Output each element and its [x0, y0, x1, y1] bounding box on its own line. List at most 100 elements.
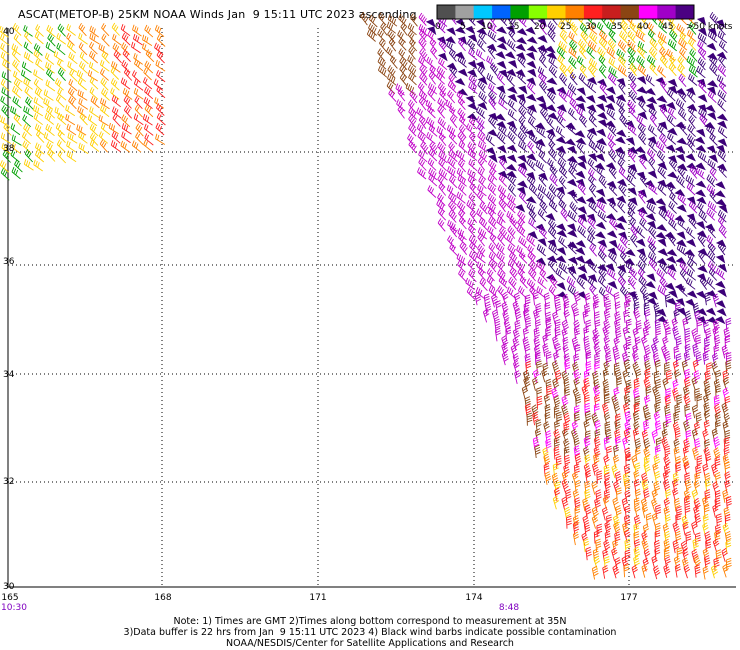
wind-barb	[654, 420, 662, 434]
wind-barb	[577, 155, 587, 164]
wind-barb	[608, 239, 618, 249]
wind-barb	[131, 70, 141, 83]
wind-barb	[90, 95, 100, 109]
wind-barb	[723, 327, 731, 341]
wind-barb	[13, 78, 23, 92]
wind-barb	[55, 94, 65, 108]
wind-barb	[631, 291, 639, 306]
wind-barb	[560, 208, 569, 222]
wind-barb	[687, 251, 697, 265]
wind-barb	[437, 207, 447, 221]
wind-barb	[476, 208, 486, 221]
wind-barb	[12, 70, 23, 83]
wind-barb	[632, 344, 639, 358]
wind-barb	[488, 115, 497, 129]
wind-barb	[706, 42, 717, 52]
wind-barb	[544, 471, 552, 485]
legend-swatch	[675, 5, 695, 19]
wind-barb	[494, 318, 501, 333]
wind-barb	[477, 243, 486, 258]
wind-barb	[687, 258, 696, 272]
wind-barb	[417, 167, 427, 180]
wind-barb	[646, 297, 658, 306]
wind-barb	[715, 280, 726, 289]
wind-barb	[673, 411, 680, 425]
wind-barb	[398, 13, 407, 27]
wind-barb	[639, 285, 648, 300]
wind-barb	[635, 320, 642, 334]
wind-barb	[475, 286, 485, 300]
wind-barb	[501, 351, 509, 366]
wind-barb	[713, 334, 721, 349]
wind-barb	[12, 85, 22, 99]
wind-barb	[572, 489, 580, 503]
wind-barb	[477, 167, 487, 180]
wind-barb	[538, 150, 547, 164]
wind-barb	[400, 22, 408, 36]
wind-barb	[533, 327, 540, 341]
wind-barb	[698, 210, 708, 223]
wind-barb	[656, 224, 668, 232]
wind-barb	[657, 248, 668, 257]
wind-barb	[627, 187, 637, 196]
wind-barb	[663, 463, 671, 478]
wind-barb	[539, 54, 547, 69]
wind-barb	[156, 103, 165, 116]
wind-barb	[134, 104, 143, 118]
wind-barb	[454, 26, 466, 35]
wind-barb	[648, 225, 657, 240]
wind-barb	[673, 497, 681, 512]
wind-barb	[695, 189, 706, 198]
wind-barb	[706, 86, 717, 96]
wind-barb	[0, 25, 9, 38]
wind-barb	[605, 285, 616, 298]
wind-barb	[695, 464, 702, 478]
wind-barb	[57, 88, 67, 101]
wind-barb	[574, 453, 582, 468]
wind-barb	[156, 33, 166, 47]
wind-barb	[438, 132, 447, 146]
wind-barb	[477, 140, 488, 153]
wind-barb	[598, 54, 607, 69]
wind-barb	[725, 352, 732, 366]
wind-barb	[676, 175, 686, 189]
wind-barb	[523, 302, 530, 316]
wind-barb	[33, 159, 43, 172]
wind-barb	[517, 164, 527, 178]
wind-barb	[419, 28, 428, 43]
wind-barb	[606, 230, 618, 239]
wind-barb	[604, 521, 612, 535]
wind-barb	[584, 480, 591, 495]
wind-barb	[597, 119, 608, 129]
wind-barb	[707, 250, 716, 264]
wind-barb	[545, 317, 552, 332]
wind-barb	[708, 267, 718, 281]
wind-barb	[416, 123, 426, 136]
wind-barb	[515, 204, 526, 213]
wind-barb	[706, 316, 718, 325]
wind-barb	[678, 38, 688, 51]
wind-barb	[686, 213, 696, 223]
legend-swatch	[547, 5, 566, 19]
wind-barb	[643, 419, 650, 434]
wind-barb	[526, 45, 538, 53]
wind-barb	[584, 470, 592, 484]
wind-barb	[378, 12, 387, 26]
wind-barb	[654, 547, 661, 561]
wind-barb	[694, 564, 701, 578]
wind-barb	[615, 328, 622, 342]
wind-barb	[718, 54, 726, 68]
wind-barb	[574, 344, 581, 358]
wind-barb	[156, 50, 165, 64]
wind-barb	[551, 360, 560, 375]
wind-barb	[34, 31, 44, 45]
wind-barb	[446, 40, 456, 53]
wind-barb	[652, 336, 660, 351]
wind-barb	[629, 217, 638, 231]
wind-barb	[596, 21, 606, 35]
wind-barb	[706, 124, 716, 138]
wind-barb	[517, 54, 526, 68]
wind-barb	[618, 166, 628, 180]
wind-barb	[534, 428, 542, 442]
wind-barb	[496, 72, 506, 86]
